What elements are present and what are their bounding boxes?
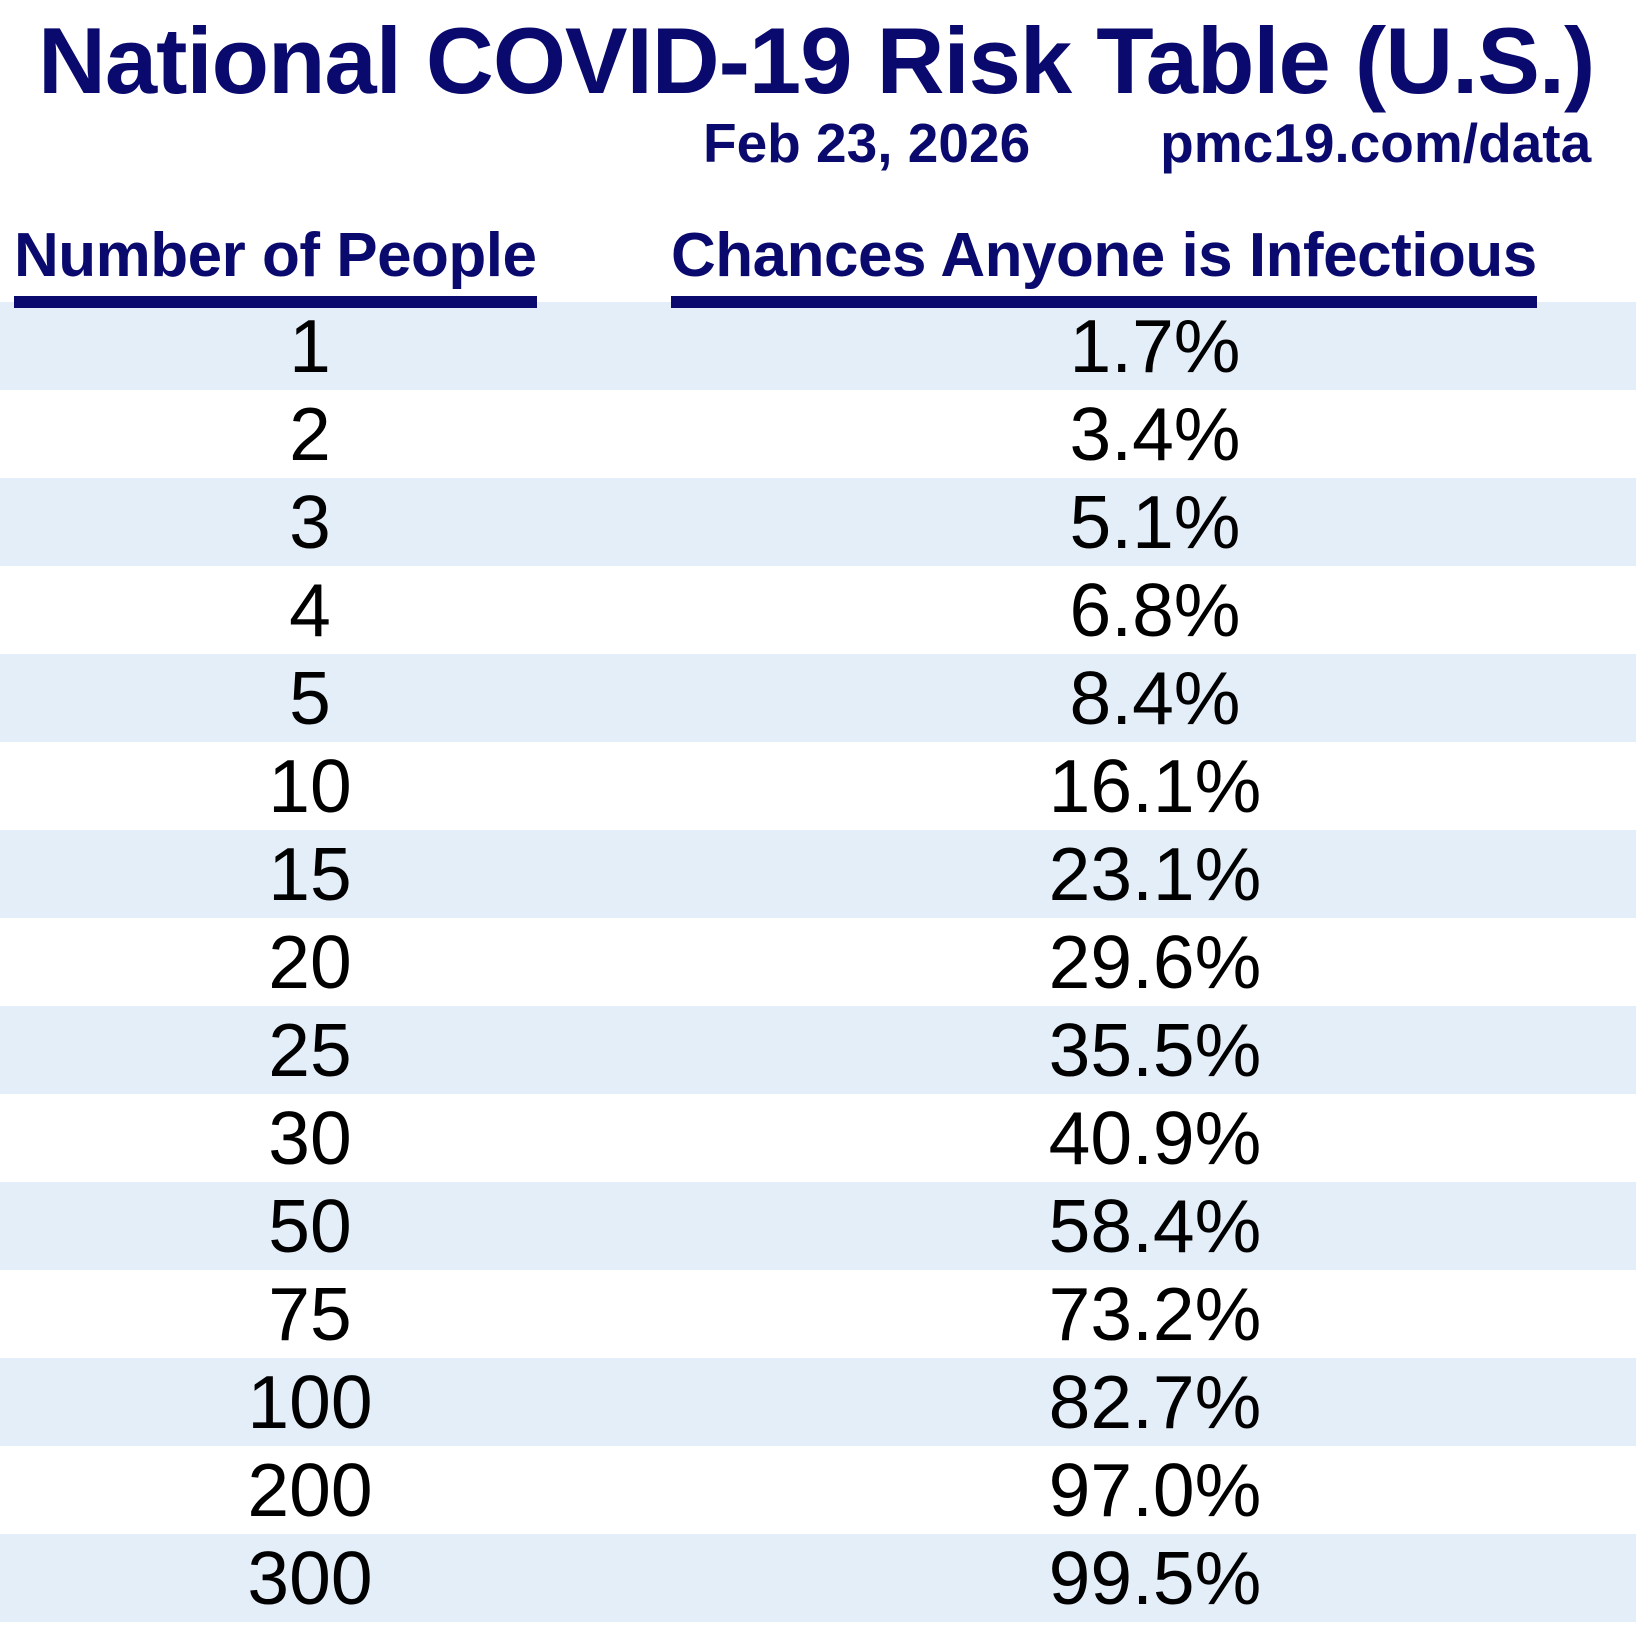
- page-title: National COVID-19 Risk Table (U.S.): [38, 8, 1595, 113]
- people-count-cell: 200: [247, 1447, 373, 1532]
- people-count-cell: 75: [268, 1271, 352, 1356]
- people-count-cell: 2: [289, 391, 331, 476]
- table-row: 20 29.6%: [0, 917, 1636, 1006]
- infectious-chance-cell: 82.7%: [1048, 1359, 1262, 1444]
- infectious-chance-cell: 97.0%: [1048, 1447, 1262, 1532]
- infectious-chance-cell: 8.4%: [1069, 655, 1241, 740]
- subtitle-row: Feb 23, 2026 pmc19.com/data: [703, 112, 1636, 175]
- table-row: 2 3.4%: [0, 389, 1636, 478]
- infectious-chance-cell: 29.6%: [1048, 919, 1262, 1004]
- infectious-chance-cell: 58.4%: [1048, 1183, 1262, 1268]
- people-count-cell: 15: [268, 831, 352, 916]
- table-row: 30 40.9%: [0, 1093, 1636, 1182]
- infectious-chance-cell: 1.7%: [1069, 303, 1241, 388]
- table-body: 1 1.7% 2 3.4% 3 5.1% 4 6.8% 5 8.4% 10 16…: [0, 301, 1636, 1622]
- people-count-cell: 4: [289, 567, 331, 652]
- infectious-chance-cell: 5.1%: [1069, 479, 1241, 564]
- table-row: 1 1.7%: [0, 301, 1636, 390]
- infectious-chance-cell: 23.1%: [1048, 831, 1262, 916]
- date-label: Feb 23, 2026: [703, 111, 1031, 174]
- infectious-chance-cell: 99.5%: [1048, 1535, 1262, 1620]
- table-row: 25 35.5%: [0, 1005, 1636, 1094]
- people-count-cell: 100: [247, 1359, 373, 1444]
- column-header-number-of-people: Number of People: [14, 220, 537, 308]
- people-count-cell: 3: [289, 479, 331, 564]
- table-row: 300 99.5%: [0, 1533, 1636, 1622]
- table-row: 50 58.4%: [0, 1181, 1636, 1270]
- table-row: 10 16.1%: [0, 741, 1636, 830]
- infectious-chance-cell: 3.4%: [1069, 391, 1241, 476]
- infectious-chance-cell: 40.9%: [1048, 1095, 1262, 1180]
- people-count-cell: 20: [268, 919, 352, 1004]
- column-header-chances-infectious: Chances Anyone is Infectious: [671, 220, 1537, 308]
- table-row: 100 82.7%: [0, 1357, 1636, 1446]
- source-url-label: pmc19.com/data: [1160, 111, 1592, 174]
- infectious-chance-cell: 6.8%: [1069, 567, 1241, 652]
- table-row: 200 97.0%: [0, 1445, 1636, 1534]
- table-row: 15 23.1%: [0, 829, 1636, 918]
- people-count-cell: 300: [247, 1535, 373, 1620]
- table-row: 5 8.4%: [0, 653, 1636, 742]
- people-count-cell: 1: [289, 303, 331, 388]
- people-count-cell: 50: [268, 1183, 352, 1268]
- people-count-cell: 25: [268, 1007, 352, 1092]
- infectious-chance-cell: 73.2%: [1048, 1271, 1262, 1356]
- people-count-cell: 5: [289, 655, 331, 740]
- table-row: 3 5.1%: [0, 477, 1636, 566]
- people-count-cell: 30: [268, 1095, 352, 1180]
- table-row: 4 6.8%: [0, 565, 1636, 654]
- infectious-chance-cell: 16.1%: [1048, 743, 1262, 828]
- infectious-chance-cell: 35.5%: [1048, 1007, 1262, 1092]
- table-header-row: Number of People Chances Anyone is Infec…: [0, 220, 1636, 308]
- table-row: 75 73.2%: [0, 1269, 1636, 1358]
- people-count-cell: 10: [268, 743, 352, 828]
